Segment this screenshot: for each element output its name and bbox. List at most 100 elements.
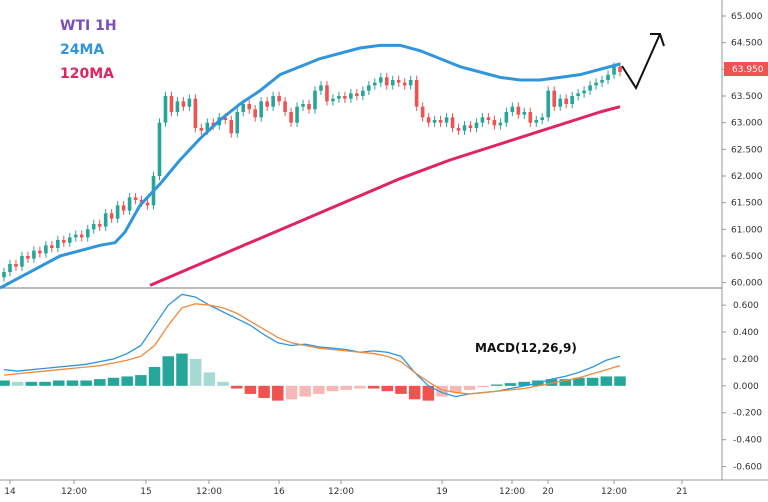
candle-body <box>367 85 371 91</box>
candle-body <box>295 106 299 123</box>
candle-body <box>289 112 293 123</box>
price-tick-label: 62.500 <box>731 145 763 155</box>
macd-histogram-bar <box>545 379 558 386</box>
candle-body <box>504 112 509 123</box>
candle-body <box>139 200 144 203</box>
time-tick-label: 19 <box>436 487 448 497</box>
candle-body <box>384 77 389 86</box>
macd-histogram-bar <box>436 385 448 397</box>
macd-histogram-bar <box>0 380 10 386</box>
candle-body <box>355 93 359 96</box>
candle-body <box>145 202 150 206</box>
candle-body <box>438 120 443 123</box>
candle-body <box>492 120 497 126</box>
candle-body <box>378 77 383 83</box>
trend-arrow-head <box>650 33 665 47</box>
candle-body <box>169 96 174 112</box>
price-tick-label: 65.000 <box>731 12 763 22</box>
candle-body <box>426 117 431 123</box>
candle-body <box>44 245 48 254</box>
macd-histogram-bar <box>381 385 394 392</box>
candle-body <box>582 90 586 94</box>
price-tick-label: 63.000 <box>731 119 763 129</box>
candle-body <box>223 117 228 120</box>
last-price-label: 63.950 <box>732 65 764 75</box>
candle-body <box>372 82 377 86</box>
candle-body <box>187 98 192 107</box>
candle-body <box>349 93 353 99</box>
candle-body <box>79 234 84 238</box>
trend-arrow-line <box>621 33 661 91</box>
candle-body <box>133 197 138 200</box>
candle-body <box>618 66 622 72</box>
candle-body <box>564 98 568 104</box>
macd-histogram-bar <box>614 376 626 386</box>
candle-body <box>20 256 24 267</box>
candle-body <box>283 101 287 112</box>
candle-body <box>247 104 252 110</box>
macd-histogram-bar <box>66 380 79 386</box>
candle-body <box>163 96 168 123</box>
candle-body <box>576 93 580 96</box>
price-tick-label: 63.500 <box>731 92 763 102</box>
candle-body <box>85 229 90 238</box>
candle-body <box>103 213 108 227</box>
ma120-line <box>149 105 621 287</box>
macd-label: MACD(12,26,9) <box>475 341 577 355</box>
candle-body <box>420 106 425 118</box>
candle-body <box>606 74 610 80</box>
macd-histogram-bar <box>11 381 24 386</box>
candle-body <box>253 109 257 118</box>
macd-histogram-bar <box>518 381 530 386</box>
candle-body <box>444 117 449 123</box>
candle-body <box>468 125 473 128</box>
candle-body <box>540 117 545 120</box>
macd-histogram-bar <box>258 385 270 398</box>
macd-histogram-bar <box>135 375 147 386</box>
legend-symbol: WTI 1H <box>60 18 117 34</box>
candle-body <box>396 80 401 83</box>
last-price-tag-bg <box>724 62 768 76</box>
macd-tick-label: -0.600 <box>733 463 762 473</box>
macd-histogram-bar <box>586 377 599 386</box>
macd-histogram-bar <box>600 376 613 386</box>
macd-histogram-bar <box>491 384 503 386</box>
candle-body <box>241 104 246 112</box>
candle-body <box>205 122 210 131</box>
candle-body <box>109 213 114 219</box>
candle-body <box>313 90 317 110</box>
macd-histogram-bar <box>313 385 325 394</box>
candle-body <box>456 128 461 131</box>
candle-body <box>229 120 234 134</box>
price-tick-label: 62.000 <box>731 172 763 182</box>
candle-body <box>8 264 12 272</box>
price-tick-label: 61.000 <box>731 225 763 235</box>
last-price-tag: 63.950 <box>724 62 768 76</box>
macd-histogram-bar <box>408 385 421 400</box>
ma24-line <box>0 43 621 290</box>
macd-tick-label: 0.200 <box>733 355 759 365</box>
macd-histogram-bar <box>176 353 188 386</box>
candle-body <box>199 128 204 131</box>
candle-body <box>450 117 455 128</box>
candle-body <box>56 240 60 248</box>
macd-histogram-bar <box>422 385 435 401</box>
candle-body <box>331 98 335 102</box>
candle-body <box>510 106 515 112</box>
candle-body <box>343 96 347 99</box>
macd-histogram-bar <box>148 367 161 386</box>
candle-body <box>432 120 437 123</box>
macd-histogram-bar <box>162 356 175 386</box>
time-tick-label: 15 <box>140 487 151 497</box>
macd-axis-ticks: 0.600 0.400 0.200 0.000 -0.200 -0.400 -0.600 <box>722 301 762 473</box>
time-tick-label: 12:00 <box>499 487 525 497</box>
time-axis-ticks: 14 12:00 15 12:00 16 12:00 19 12:00 20 12:00 21 <box>4 480 688 497</box>
candle-body <box>408 80 413 86</box>
macd-histogram-bar <box>53 380 65 386</box>
time-tick-label: 14 <box>4 487 16 497</box>
macd-histogram-bar <box>299 385 311 397</box>
macd-histogram-bar <box>463 385 476 390</box>
macd-histogram-bar <box>94 379 106 386</box>
macd-histogram-bar <box>354 385 366 389</box>
